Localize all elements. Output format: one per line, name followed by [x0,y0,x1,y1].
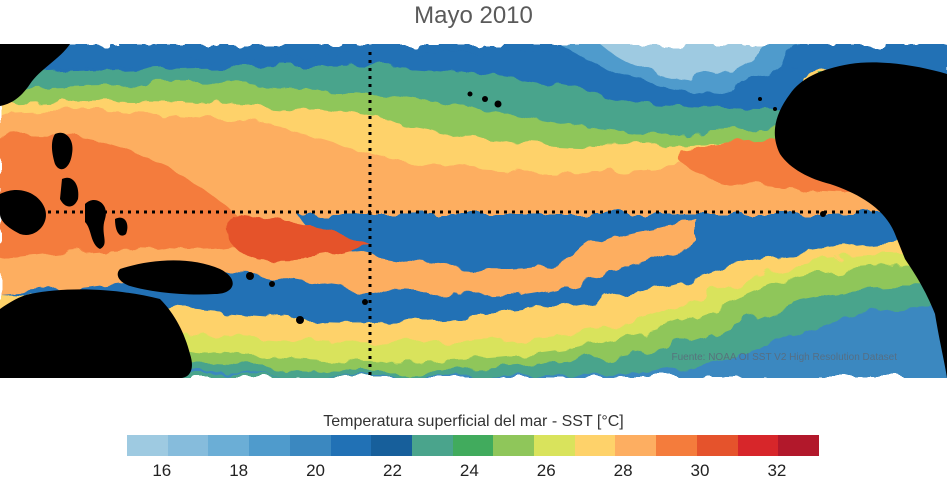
colorbar-tick-label: 16 [152,461,172,480]
colorbar-tick-label: 24 [459,461,479,480]
colorbar-swatch [289,435,331,456]
colorbar-tick-label: 30 [690,461,710,480]
colorbar-swatch [737,435,779,456]
colorbar-swatch [208,435,250,456]
colorbar-tick-label: 20 [306,461,326,480]
colorbar-tick-label: 26 [536,461,556,480]
legend-label: Temperatura superficial del mar - SST [°… [323,413,624,430]
colorbar-swatch [534,435,575,456]
colorbar-swatch [411,435,453,456]
colorbar [127,435,819,456]
colorbar-swatch [452,435,494,456]
colorbar-swatch [330,435,372,456]
colorbar-swatch [167,435,209,456]
colorbar-swatch [615,435,657,456]
colorbar-swatch [656,435,697,456]
sst-map: Fuente: NOAA OI SST V2 High Resolution D… [0,44,947,378]
colorbar-swatch [493,435,535,456]
source-credit: Fuente: NOAA OI SST V2 High Resolution D… [672,352,898,363]
colorbar-tick-label: 28 [613,461,633,480]
colorbar-swatch [778,435,819,456]
colorbar-swatch [127,435,168,456]
colorbar-tick-label: 32 [767,461,787,480]
colorbar-swatch [249,435,290,456]
colorbar-swatch [371,435,412,456]
colorbar-swatch [574,435,616,456]
colorbar-ticks: 16 18 20 22 24 26 28 30 32 [127,461,819,481]
map-title: Mayo 2010 [414,2,533,29]
land-masses [0,44,947,378]
colorbar-swatch [696,435,738,456]
colorbar-tick-label: 18 [229,461,249,480]
colorbar-tick-label: 22 [382,461,402,480]
